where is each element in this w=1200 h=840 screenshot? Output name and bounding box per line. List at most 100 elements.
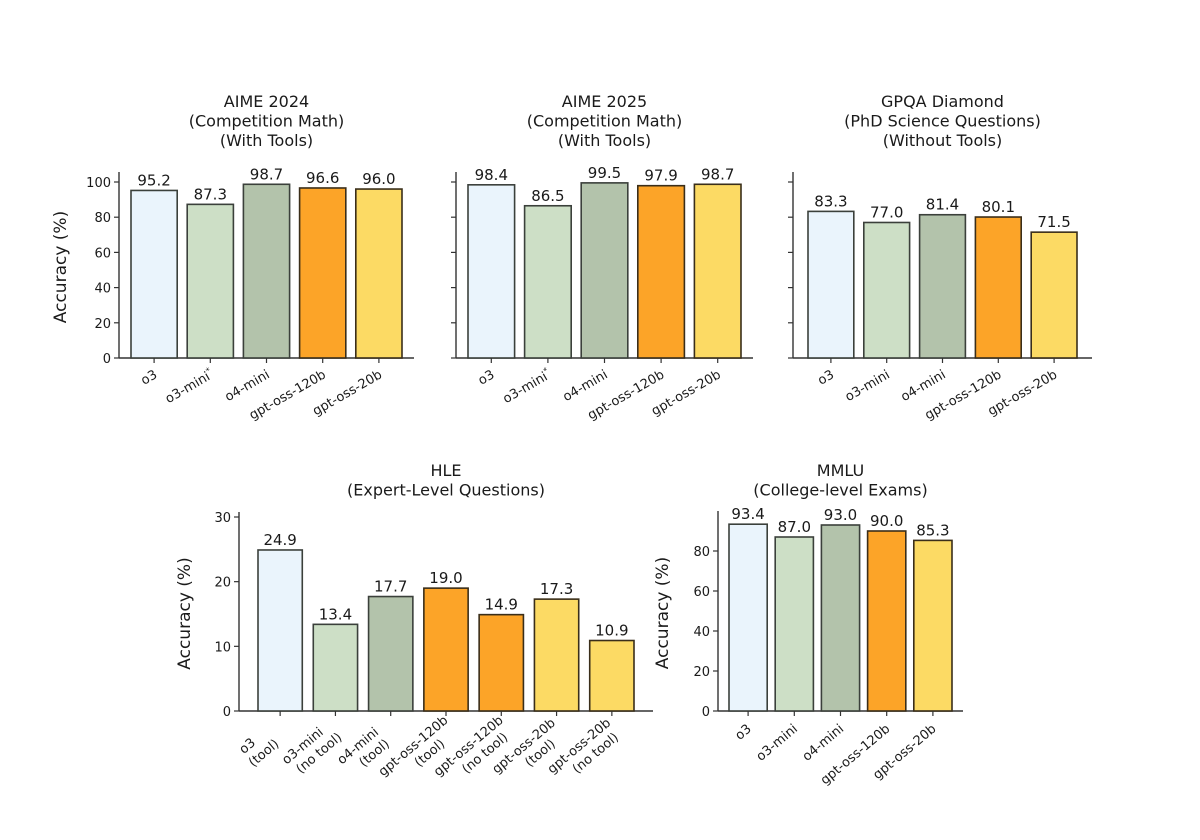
x-tick-label: o3 <box>733 722 755 744</box>
bar-value-label: 93.4 <box>731 505 764 523</box>
bar-gpt-oss-120b <box>423 587 469 712</box>
y-tick-label: 80 <box>693 545 710 560</box>
bar-gpt-oss-20b <box>693 183 742 359</box>
bar-o3-mini <box>774 536 815 712</box>
x-tick-label: o3(tool) <box>236 724 283 770</box>
bar-value-label: 13.4 <box>319 605 352 623</box>
bar-gpt-oss-20b <box>912 539 953 712</box>
x-tick-label: o3-mini <box>843 367 893 405</box>
y-tick-label: 20 <box>693 665 710 680</box>
y-tick-label: 0 <box>702 705 710 720</box>
bar-o3 <box>467 184 516 359</box>
chart-title-line: (Without Tools) <box>883 131 1003 150</box>
bar-value-label: 99.5 <box>588 164 621 182</box>
chart-title-line: (With Tools) <box>558 131 651 150</box>
chart-mmlu: MMLU(College-level Exams) 0 20 40 60 80 Accura… <box>653 461 963 788</box>
y-tick-label: 80 <box>94 211 111 226</box>
y-tick-label: 10 <box>214 640 231 655</box>
bar-value-label: 98.4 <box>475 166 508 184</box>
y-tick-label: 60 <box>693 585 710 600</box>
bar-value-label: 96.0 <box>362 170 395 188</box>
bar-value-label: 19.0 <box>429 569 462 587</box>
chart-title-line: (Expert-Level Questions) <box>347 481 545 500</box>
bar-value-label: 77.0 <box>870 203 903 221</box>
bar-value-label: 83.3 <box>814 192 847 210</box>
chart-title-line: GPQA Diamond <box>881 92 1004 111</box>
bar-o3-mini <box>186 203 235 359</box>
y-axis-label: Accuracy (%) <box>51 211 71 323</box>
bar-gpt-oss-120b <box>866 530 907 712</box>
bar-value-label: 80.1 <box>982 198 1015 216</box>
bar-value-label: 17.7 <box>374 578 407 596</box>
chart-aime2025: AIME 2025(Competition Math)(With Tools) 9… <box>451 92 753 423</box>
bar-value-label: 95.2 <box>137 171 170 189</box>
bar-value-label: 96.6 <box>306 169 339 187</box>
bar-o4-mini <box>367 595 414 712</box>
y-tick-label: 20 <box>94 317 111 332</box>
x-tick-label: o3-mini <box>754 722 801 765</box>
bar-o3 <box>807 210 855 359</box>
bar-value-label: 81.4 <box>926 196 959 214</box>
chart-title-line: (PhD Science Questions) <box>844 112 1041 131</box>
chart-title-line: AIME 2025 <box>562 92 647 111</box>
x-tick-label: o3 <box>476 367 498 388</box>
x-tick-label: o3-mini* <box>162 366 216 407</box>
chart-title-line: (With Tools) <box>220 131 313 150</box>
bar-o4-mini <box>580 182 629 359</box>
bar-value-label: 90.0 <box>870 512 903 530</box>
x-tick-label: o3 <box>139 367 161 388</box>
bar-value-label: 71.5 <box>1037 213 1070 231</box>
bar-o4-mini <box>918 213 967 359</box>
bar-value-label: 17.3 <box>540 580 573 598</box>
bar-value-label: 24.9 <box>263 531 296 549</box>
y-tick-label: 40 <box>94 282 111 297</box>
bar-gpt-oss-120b <box>636 184 686 359</box>
bar-value-label: 86.5 <box>531 187 564 205</box>
y-tick-label: 100 <box>86 176 111 191</box>
bar-value-label: 98.7 <box>250 165 283 183</box>
x-tick-label: o3-mini(no tool) <box>279 718 345 780</box>
bar-value-label: 14.9 <box>485 596 518 614</box>
x-tick-label: o3-mini* <box>499 366 553 407</box>
bar-value-label: 98.7 <box>701 165 734 183</box>
chart-title-line: MMLU <box>817 461 864 480</box>
chart-title-line: (Competition Math) <box>527 112 683 131</box>
chart-title-line: HLE <box>430 461 461 480</box>
bar-o3 <box>257 549 304 712</box>
chart-gpqa: GPQA Diamond(PhD Science Questions)(With… <box>788 92 1092 423</box>
bar-gpt-oss-20b <box>1030 231 1078 359</box>
bar-o3-mini <box>312 623 359 712</box>
y-tick-label: 0 <box>223 705 231 720</box>
bar-o3 <box>728 523 769 712</box>
y-axis-label: Accuracy (%) <box>653 557 673 669</box>
chart-title-line: (College-level Exams) <box>753 481 927 500</box>
bar-value-label: 87.3 <box>194 185 227 203</box>
y-axis-label: Accuracy (%) <box>175 557 195 669</box>
bar-o4-mini <box>820 524 861 712</box>
chart-title-line: AIME 2024 <box>224 92 309 111</box>
y-tick-label: 30 <box>214 511 231 526</box>
bar-value-label: 97.9 <box>644 167 677 185</box>
bar-value-label: 87.0 <box>778 518 811 536</box>
bar-o4-mini <box>242 183 291 359</box>
bar-gpt-oss-120b <box>974 216 1023 359</box>
chart-hle: HLE(Expert-Level Questions) 0 10 20 30 Accura… <box>175 461 653 780</box>
y-tick-label: 60 <box>94 246 111 261</box>
bar-gpt-oss-120b <box>298 187 347 359</box>
bar-o3-mini <box>523 204 572 359</box>
bar-value-label: 85.3 <box>916 521 949 539</box>
y-tick-label: 0 <box>103 352 111 367</box>
bar-gpt-oss-120b <box>478 613 525 712</box>
chart-title-line: (Competition Math) <box>189 112 345 131</box>
chart-aime2024: AIME 2024(Competition Math)(With Tools) 0… <box>51 92 414 423</box>
bar-o3 <box>130 189 179 359</box>
x-tick-label: o3 <box>815 367 837 388</box>
bar-gpt-oss-20b <box>533 598 580 712</box>
y-tick-label: 40 <box>693 625 710 640</box>
bar-o3-mini <box>862 221 911 359</box>
bar-gpt-oss-20b <box>354 188 403 359</box>
y-tick-label: 20 <box>214 576 231 591</box>
bar-value-label: 10.9 <box>595 622 628 640</box>
bar-value-label: 93.0 <box>824 506 857 524</box>
